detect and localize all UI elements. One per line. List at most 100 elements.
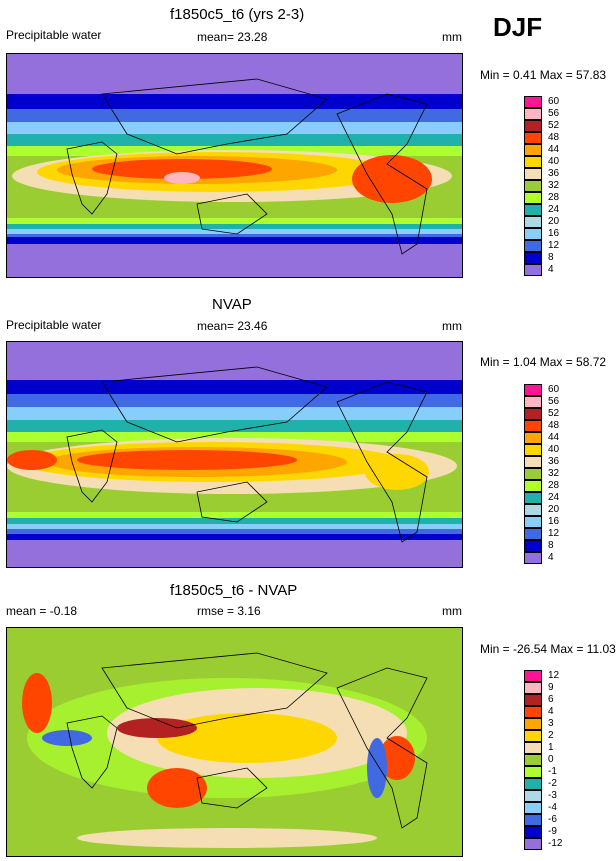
legend-tick-label: 12: [548, 240, 560, 251]
legend-swatch: [524, 838, 542, 850]
legend-swatch: [524, 504, 542, 516]
legend-tick-label: 32: [548, 180, 560, 191]
legend-tick-label: 1: [548, 742, 554, 753]
legend-swatch: [524, 754, 542, 766]
legend-tick-label: 24: [548, 492, 560, 503]
legend-swatch: [524, 456, 542, 468]
legend-swatch: [524, 480, 542, 492]
legend-tick-label: -9: [548, 826, 557, 837]
legend-swatch: [524, 96, 542, 108]
legend-tick-label: 44: [548, 144, 560, 155]
legend-swatch: [524, 180, 542, 192]
legend-swatch: [524, 120, 542, 132]
legend-tick-label: 4: [548, 264, 554, 275]
legend-swatch: [524, 742, 542, 754]
legend-swatch: [524, 826, 542, 838]
legend-tick-label: 6: [548, 694, 554, 705]
legend-tick-label: 52: [548, 120, 560, 131]
panel1-variable: Precipitable water: [6, 28, 102, 42]
legend-swatch: [524, 132, 542, 144]
legend-tick-label: 56: [548, 108, 560, 119]
panel1-title: f1850c5_t6 (yrs 2-3): [170, 6, 305, 23]
legend-tick-label: -1: [548, 766, 557, 777]
legend-swatch: [524, 468, 542, 480]
legend-swatch: [524, 432, 542, 444]
panel2-mean: mean= 23.46: [197, 319, 268, 333]
legend-swatch: [524, 694, 542, 706]
season-label: DJF: [493, 12, 543, 42]
legend-tick-label: 60: [548, 96, 560, 107]
legend-tick-label: 4: [548, 706, 554, 717]
legend-tick-label: 60: [548, 384, 560, 395]
legend-swatch: [524, 670, 542, 682]
legend-tick-label: 0: [548, 754, 554, 765]
panel2-map-field: [7, 342, 462, 567]
legend-tick-label: 2: [548, 730, 554, 741]
legend-swatch: [524, 778, 542, 790]
legend-tick-label: 32: [548, 468, 560, 479]
legend-swatch: [524, 730, 542, 742]
legend-tick-label: 12: [548, 670, 560, 681]
legend-tick-label: 16: [548, 516, 560, 527]
legend-tick-label: 40: [548, 444, 560, 455]
panel3-units: mm: [442, 604, 462, 618]
panel2-map: [6, 341, 463, 568]
legend-tick-label: 52: [548, 408, 560, 419]
legend-tick-label: 3: [548, 718, 554, 729]
panel2-minmax: Min = 1.04 Max = 58.72: [480, 355, 607, 369]
legend-swatch: [524, 144, 542, 156]
legend-swatch: [524, 766, 542, 778]
legend-tick-label: 4: [548, 552, 554, 563]
legend-tick-label: -2: [548, 778, 557, 789]
legend-tick-label: 16: [548, 228, 560, 239]
legend-swatch: [524, 264, 542, 276]
legend-swatch: [524, 384, 542, 396]
legend-tick-label: 9: [548, 682, 554, 693]
panel3-title: f1850c5_t6 - NVAP: [170, 582, 298, 599]
legend-swatch: [524, 552, 542, 564]
panel1-map: [6, 53, 463, 278]
legend-swatch: [524, 216, 542, 228]
legend-swatch: [524, 108, 542, 120]
panel3-minmax: Min = -26.54 Max = 11.03: [480, 642, 616, 656]
panel2-title: NVAP: [212, 296, 252, 313]
legend-tick-label: 56: [548, 396, 560, 407]
panel1-map-field: [7, 54, 462, 277]
legend-tick-label: -6: [548, 814, 557, 825]
legend-swatch: [524, 540, 542, 552]
legend-swatch: [524, 252, 542, 264]
panel3-mean: mean = -0.18: [6, 604, 78, 618]
legend-tick-label: 20: [548, 504, 560, 515]
legend-swatch: [524, 204, 542, 216]
legend-tick-label: 20: [548, 216, 560, 227]
legend-swatch: [524, 156, 542, 168]
panel3-legend: 12 9 6 4 3 2 1 0 -1 -2 -3 -4 -6 -9 -12: [524, 670, 594, 852]
legend-tick-label: 8: [548, 252, 554, 263]
legend-swatch: [524, 492, 542, 504]
panel2-legend: 60 56 52 48 44 40 36 32 28 24 20 16 12 8 4: [524, 384, 594, 566]
panel2-variable: Precipitable water: [6, 318, 102, 332]
panel1-minmax: Min = 0.41 Max = 57.83: [480, 68, 607, 82]
legend-swatch: [524, 408, 542, 420]
legend-tick-label: -3: [548, 790, 557, 801]
legend-swatch: [524, 682, 542, 694]
legend-tick-label: -4: [548, 802, 557, 813]
legend-tick-label: 40: [548, 156, 560, 167]
legend-swatch: [524, 420, 542, 432]
legend-swatch: [524, 528, 542, 540]
legend-swatch: [524, 228, 542, 240]
legend-swatch: [524, 790, 542, 802]
panel3-map-field: [7, 628, 462, 856]
legend-tick-label: 36: [548, 456, 560, 467]
legend-tick-label: 36: [548, 168, 560, 179]
legend-tick-label: 28: [548, 480, 560, 491]
panel3-rmse: rmse = 3.16: [197, 604, 261, 618]
legend-tick-label: 44: [548, 432, 560, 443]
legend-swatch: [524, 240, 542, 252]
legend-tick-label: 12: [548, 528, 560, 539]
legend-swatch: [524, 396, 542, 408]
legend-swatch: [524, 516, 542, 528]
legend-swatch: [524, 168, 542, 180]
legend-tick-label: 48: [548, 420, 560, 431]
legend-swatch: [524, 444, 542, 456]
